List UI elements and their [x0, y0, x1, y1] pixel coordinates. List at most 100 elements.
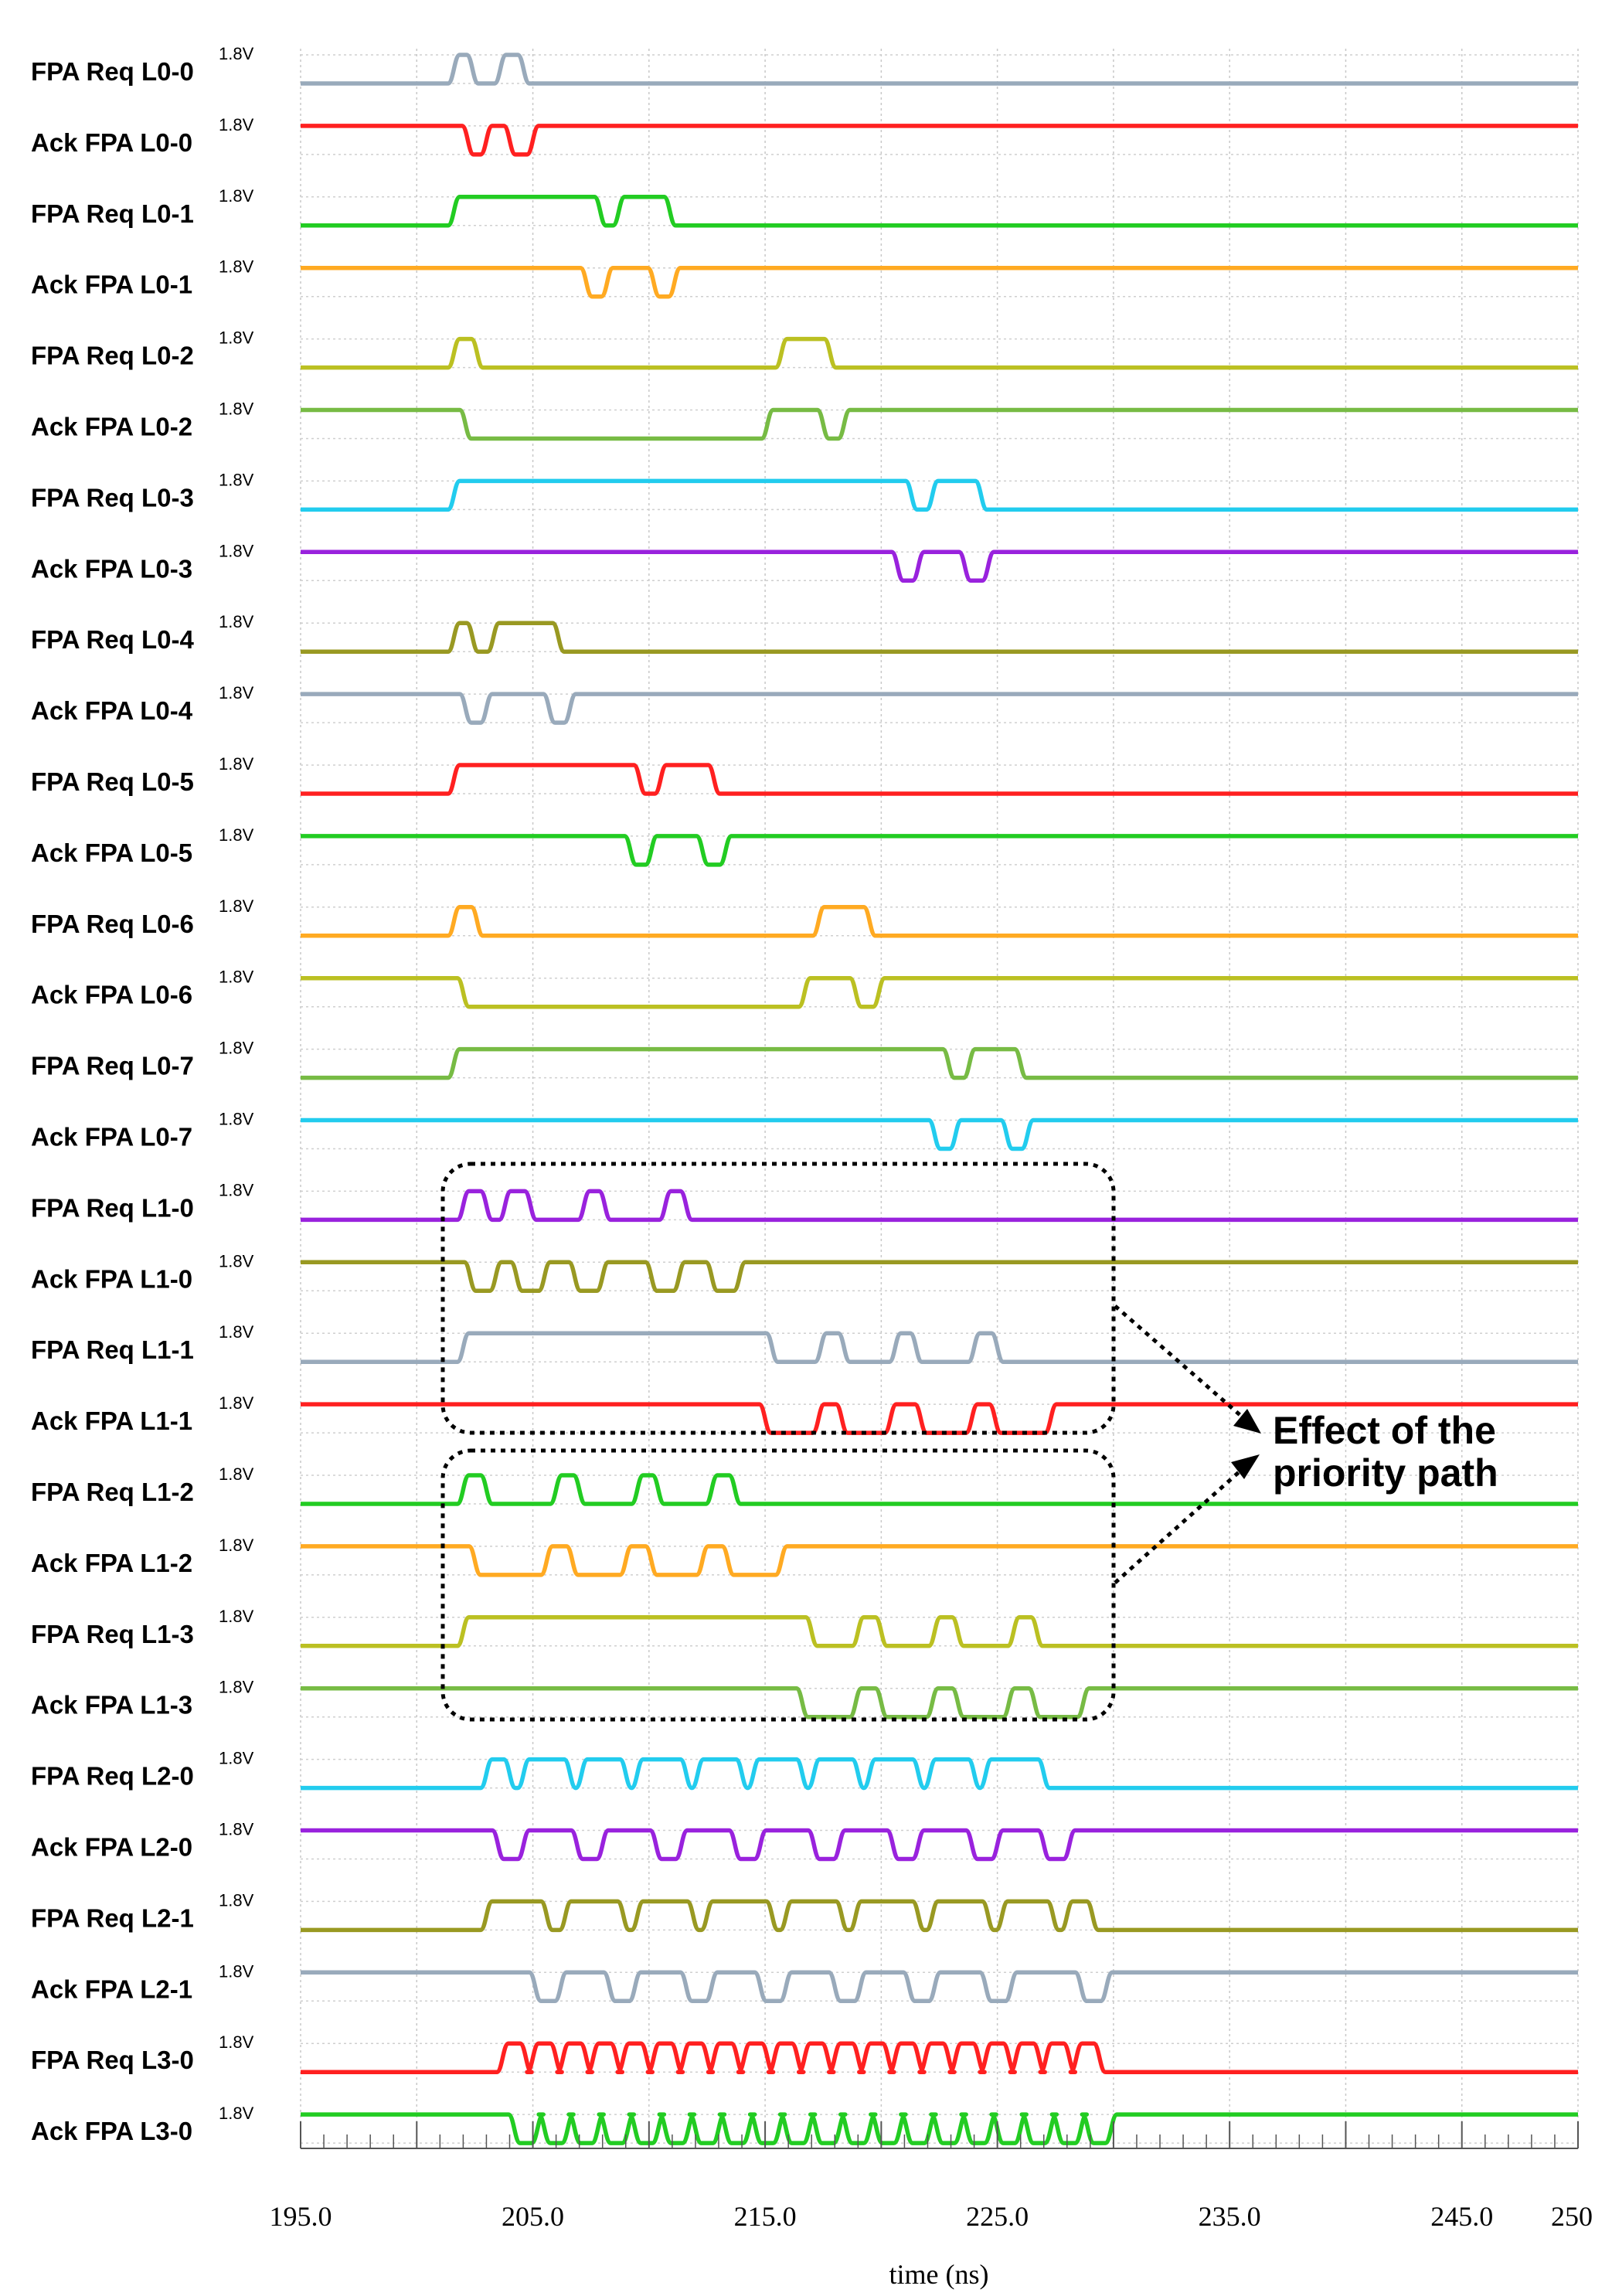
series-label: FPA Req L0-5: [31, 767, 194, 796]
series-line: [301, 1473, 1578, 1506]
series-label: Ack FPA L1-2: [31, 1549, 192, 1577]
label-layer: FPA Req L0-0 1.8V Ack FPA L0-0 1.8V FPA Req …: [31, 44, 254, 2145]
series-label: FPA Req L0-4: [31, 625, 195, 654]
series-line: [301, 2041, 1578, 2074]
series-line: [301, 407, 1578, 441]
voltage-label: 1.8V: [219, 1890, 254, 1910]
voltage-label: 1.8V: [219, 1110, 254, 1129]
series-label: FPA Req L0-3: [31, 483, 194, 512]
series-label: Ack FPA L0-0: [31, 128, 192, 157]
voltage-label: 1.8V: [219, 1820, 254, 1839]
series-label: Ack FPA L0-2: [31, 413, 192, 441]
series-line: [301, 336, 1578, 370]
annotation-line-1: Effect of the priority path: [1273, 1409, 1498, 1495]
series-line: [301, 1757, 1578, 1791]
series-line: [301, 905, 1578, 938]
x-axis: 195.0 205.0 215.0 225.0 235.0 245.0 250 time (…: [270, 2121, 1593, 2290]
voltage-label: 1.8V: [219, 1678, 254, 1697]
voltage-label: 1.8V: [219, 2104, 254, 2123]
voltage-label: 1.8V: [219, 1180, 254, 1199]
x-axis-title: time (ns): [889, 2259, 989, 2290]
series-label: FPA Req L1-2: [31, 1478, 194, 1506]
voltage-label: 1.8V: [219, 1039, 254, 1058]
series-line: [301, 549, 1578, 583]
x-axis-tick-labels: 195.0 205.0 215.0 225.0 235.0 245.0 250: [270, 2201, 1593, 2232]
series-label: FPA Req L0-1: [31, 199, 194, 228]
series-line: [301, 1189, 1578, 1223]
series-line: [301, 1117, 1578, 1151]
series-label: FPA Req L0-6: [31, 910, 194, 938]
x-tick-label: 225.0: [966, 2201, 1029, 2232]
voltage-label: 1.8V: [219, 1251, 254, 1270]
voltage-label: 1.8V: [219, 257, 254, 277]
priority-box-upper: [440, 1162, 1116, 1435]
series-label: Ack FPA L0-5: [31, 838, 192, 867]
x-tick-label: 245.0: [1430, 2201, 1493, 2232]
voltage-label: 1.8V: [219, 612, 254, 631]
series-label: FPA Req L3-0: [31, 2046, 194, 2074]
series-line: [301, 478, 1578, 512]
voltage-label: 1.8V: [219, 968, 254, 987]
x-tick-label: 235.0: [1199, 2201, 1261, 2232]
series-label: Ack FPA L3-0: [31, 2117, 192, 2145]
box-layer: Effect of the priority path: [440, 1162, 1498, 1722]
series-line: [301, 1899, 1578, 1933]
series-line: [301, 1046, 1578, 1080]
series-line: [301, 1260, 1578, 1294]
series-line: [301, 1685, 1578, 1719]
series-label: Ack FPA L2-1: [31, 1975, 192, 2003]
x-tick-label: 215.0: [734, 2201, 797, 2232]
series-label: FPA Req L0-2: [31, 342, 194, 370]
voltage-label: 1.8V: [219, 1749, 254, 1768]
priority-arrowhead-lower: [1231, 1454, 1260, 1479]
series-line: [301, 1402, 1578, 1435]
voltage-label: 1.8V: [219, 1393, 254, 1413]
x-tick-label: 205.0: [502, 2201, 564, 2232]
series-label: FPA Req L1-0: [31, 1193, 194, 1222]
series-line: [301, 621, 1578, 654]
voltage-label: 1.8V: [219, 683, 254, 702]
voltage-label: 1.8V: [219, 44, 254, 63]
series-line: [301, 195, 1578, 228]
series-label: Ack FPA L1-1: [31, 1407, 192, 1435]
series-label: FPA Req L2-0: [31, 1762, 194, 1791]
series-label: Ack FPA L1-0: [31, 1264, 192, 1293]
x-tick-label: 250: [1551, 2201, 1593, 2232]
series-label: Ack FPA L0-6: [31, 981, 192, 1009]
series-label: FPA Req L1-3: [31, 1620, 194, 1648]
annotation-line-1-text: Effect of the: [1273, 1409, 1496, 1452]
priority-arrow-lower: [1114, 1464, 1247, 1584]
voltage-label: 1.8V: [219, 896, 254, 916]
series-label: Ack FPA L1-3: [31, 1691, 192, 1719]
voltage-label: 1.8V: [219, 541, 254, 560]
series-label: Ack FPA L0-7: [31, 1123, 192, 1151]
series-line: [301, 975, 1578, 1009]
voltage-label: 1.8V: [219, 2032, 254, 2052]
priority-arrowhead-upper: [1233, 1409, 1261, 1434]
series-label: FPA Req L2-1: [31, 1903, 194, 1932]
x-axis-ticks: [300, 2121, 1579, 2148]
series-line: [301, 2112, 1578, 2145]
voltage-label: 1.8V: [219, 186, 254, 206]
series-label: Ack FPA L0-4: [31, 696, 193, 725]
series-label: FPA Req L0-7: [31, 1052, 194, 1080]
series-label: FPA Req L1-1: [31, 1335, 194, 1364]
series-label: Ack FPA L0-3: [31, 554, 192, 583]
series-line: [301, 124, 1578, 157]
series-line: [301, 834, 1578, 867]
voltage-label: 1.8V: [219, 825, 254, 845]
voltage-label: 1.8V: [219, 1464, 254, 1484]
grid-layer: [300, 49, 1579, 2148]
x-tick-label: 195.0: [270, 2201, 332, 2232]
annotation-line-2-text: priority path: [1273, 1451, 1498, 1495]
series-label: FPA Req L0-0: [31, 57, 194, 86]
series-label: Ack FPA L0-1: [31, 270, 192, 299]
series-line: [301, 1615, 1578, 1648]
voltage-label: 1.8V: [219, 1961, 254, 1981]
series-label: Ack FPA L2-0: [31, 1833, 192, 1862]
priority-box-lower: [440, 1448, 1116, 1722]
series-line: [301, 763, 1578, 796]
voltage-label: 1.8V: [219, 470, 254, 489]
